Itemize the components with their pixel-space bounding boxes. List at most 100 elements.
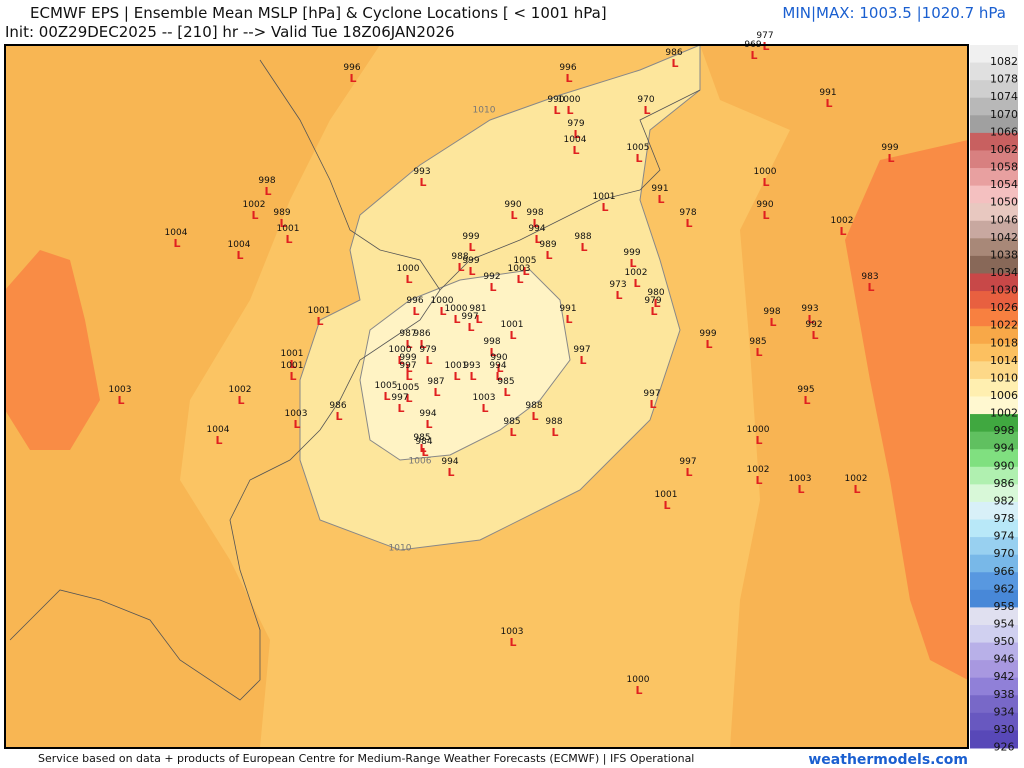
cyclone-symbol: L: [468, 241, 475, 254]
cyclone-symbol: L: [405, 362, 412, 375]
cyclone-symbol: L: [762, 209, 769, 222]
cyclone-symbol: L: [663, 499, 670, 512]
colorbar-cell: [970, 589, 1018, 608]
cyclone-label: 1001: [277, 224, 300, 234]
cyclone-label: 1003: [473, 393, 496, 403]
contour-label: 1010: [389, 544, 412, 554]
colorbar-cell: [970, 273, 1018, 292]
cyclone-symbol: L: [117, 394, 124, 407]
colorbar-label: 1050: [990, 196, 1018, 209]
colorbar-cell: [970, 466, 1018, 485]
cyclone-symbol: L: [405, 392, 412, 405]
colorbar-cell: [970, 255, 1018, 274]
cyclone-label: 988: [451, 252, 468, 262]
cyclone-symbol: L: [657, 193, 664, 206]
colorbar-cell: [970, 449, 1018, 468]
cyclone-symbol: L: [349, 72, 356, 85]
cyclone-symbol: L: [565, 72, 572, 85]
cyclone-label: 1002: [625, 268, 648, 278]
pressure-band: [845, 140, 968, 680]
cyclone-symbol: L: [383, 390, 390, 403]
cyclone-label: 999: [623, 248, 640, 258]
cyclone-symbol: L: [853, 483, 860, 496]
colorbar-cell: [970, 185, 1018, 204]
cyclone-label: 1003: [109, 385, 132, 395]
credit: Service based on data + products of Euro…: [38, 752, 694, 765]
cyclone-symbol: L: [566, 104, 573, 117]
cyclone-label: 979: [644, 296, 661, 306]
cyclone-label: 978: [679, 208, 696, 218]
cyclone-label: 995: [797, 385, 814, 395]
cyclone-symbol: L: [579, 354, 586, 367]
colorbar-cell: [970, 501, 1018, 521]
cyclone-label: 994: [489, 361, 506, 371]
colorbar-label: 1002: [990, 407, 1018, 420]
colorbar-label: 1074: [990, 90, 1018, 103]
cyclone-symbol: L: [279, 217, 286, 230]
cyclone-symbol: L: [797, 483, 804, 496]
cyclone-symbol: L: [425, 354, 432, 367]
cyclone-symbol: L: [467, 321, 474, 334]
cyclone-label: 985: [413, 433, 430, 443]
colorbar-label: 1058: [990, 161, 1018, 174]
cyclone-label: 988: [545, 417, 562, 427]
colorbar-label: 1038: [990, 248, 1018, 261]
pressure-band: [5, 250, 100, 450]
cyclone-label: 1003: [285, 409, 308, 419]
cyclone-symbol: L: [293, 418, 300, 431]
cyclone-symbol: L: [534, 233, 541, 246]
cyclone-symbol: L: [509, 636, 516, 649]
cyclone-label: 986: [665, 48, 682, 58]
colorbar-label: 962: [994, 582, 1015, 595]
cyclone-label: 1001: [501, 320, 524, 330]
cyclone-symbol: L: [251, 209, 258, 222]
cyclone-label: 1002: [243, 200, 266, 210]
cyclone-symbol: L: [397, 402, 404, 415]
cyclone-symbol: L: [887, 152, 894, 165]
cyclone-label: 981: [469, 304, 486, 314]
colorbar-label: 986: [994, 477, 1015, 490]
colorbar-label: 1026: [990, 301, 1018, 314]
colorbar-label: 998: [994, 424, 1015, 437]
colorbar-cell: [970, 343, 1018, 362]
colorbar-cell: [970, 326, 1018, 345]
cyclone-symbol: L: [755, 346, 762, 359]
cyclone-symbol: L: [532, 217, 539, 230]
cyclone-label: 1000: [431, 296, 454, 306]
colorbar-label: 958: [994, 600, 1015, 613]
colorbar-cell: [970, 291, 1018, 310]
colorbar-cell: [970, 361, 1018, 380]
cyclone-symbol: L: [421, 446, 428, 459]
cyclone-label: 988: [574, 232, 591, 242]
cyclone-label: 997: [391, 393, 408, 403]
cyclone-label: 993: [463, 361, 480, 371]
cyclone-label: 991: [819, 88, 836, 98]
colorbar-cell: [970, 537, 1018, 556]
colorbar-cell: [970, 414, 1018, 433]
cyclone-symbol: L: [495, 370, 502, 383]
cyclone-label: 986: [329, 401, 346, 411]
cyclone-symbol: L: [419, 338, 426, 351]
cyclone-label: 998: [258, 176, 275, 186]
colorbar-label: 1062: [990, 143, 1018, 156]
cyclone-symbol: L: [453, 313, 460, 326]
cyclone-label: 1001: [593, 192, 616, 202]
cyclone-symbol: L: [572, 144, 579, 157]
colorbar-cell: [970, 308, 1018, 327]
cyclone-symbol: L: [633, 277, 640, 290]
colorbar-cell: [970, 431, 1018, 450]
subtitle: Init: 00Z29DEC2025 -- [210] hr --> Valid…: [5, 23, 455, 41]
colorbar-label: 1030: [990, 284, 1018, 297]
cyclone-symbol: L: [173, 237, 180, 250]
cyclone-symbol: L: [419, 176, 426, 189]
cyclone-label: 997: [573, 345, 590, 355]
cyclone-symbol: L: [457, 261, 464, 274]
colorbar-cell: [970, 554, 1018, 573]
colorbar-cell: [970, 730, 1018, 749]
cyclone-label: 989: [539, 240, 556, 250]
cyclone-label: 1000: [754, 167, 777, 177]
colorbar-cell: [970, 677, 1018, 696]
cyclone-symbol: L: [419, 442, 426, 455]
